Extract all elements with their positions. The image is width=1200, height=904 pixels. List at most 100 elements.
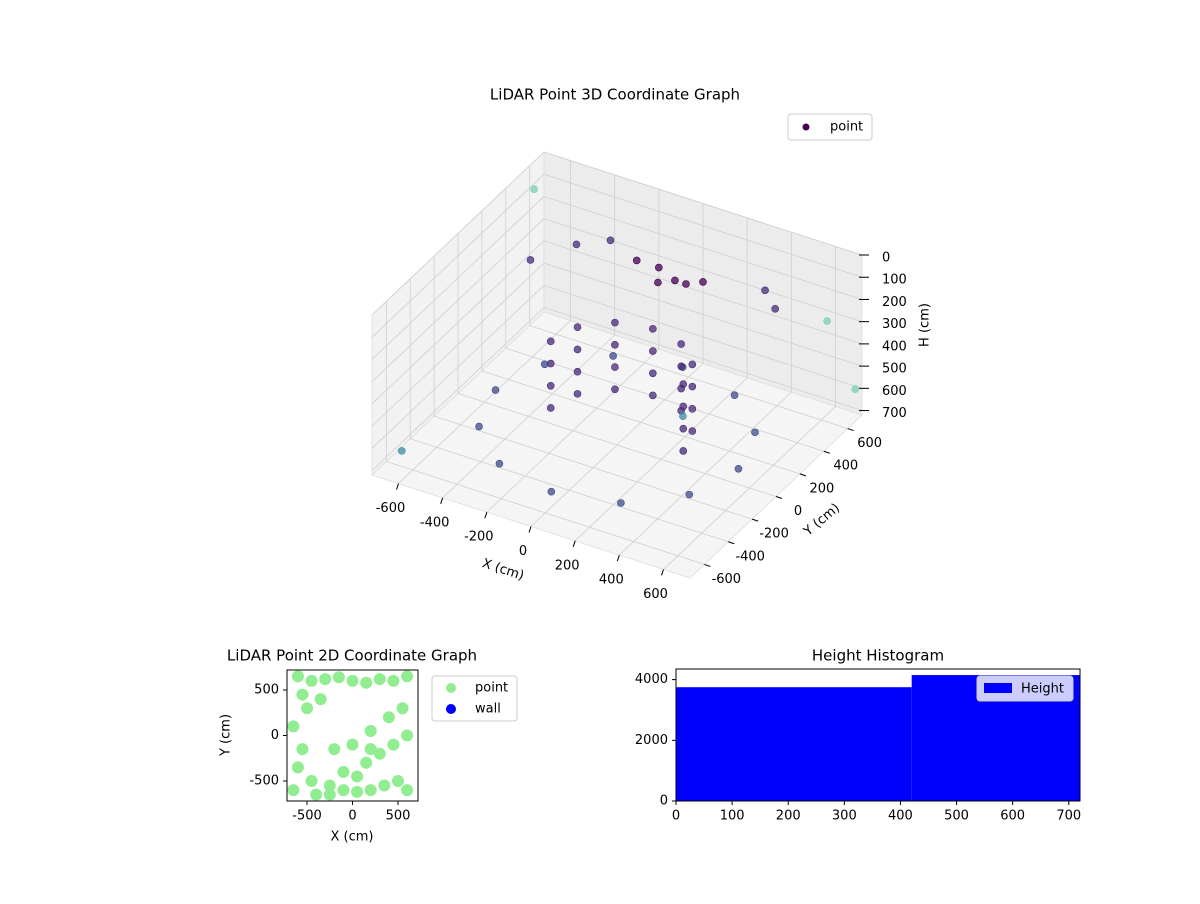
y-tick [728,541,735,545]
point [475,422,483,431]
z-tick-label: 600 [882,384,907,399]
y-tick-label: -400 [735,549,765,564]
point [397,447,406,455]
point [495,459,504,468]
z-tick-label: 0 [882,251,890,266]
chart-title: LiDAR Point 2D Coordinate Graph [227,647,477,665]
point [573,367,582,376]
grid-line [505,347,824,452]
x-tick-label: 300 [832,809,857,824]
point [323,779,336,792]
point [649,369,657,378]
legend-marker [802,123,810,131]
grid-line [543,173,863,278]
point [332,671,345,684]
grid-line [371,151,545,316]
point [364,724,377,737]
point [305,774,318,787]
z-tick-label: 100 [882,273,907,288]
point [734,464,743,473]
point [328,743,341,756]
grid-line [481,370,801,475]
point [291,670,304,683]
x-tick [616,554,620,562]
point [682,280,690,288]
x-tick [440,497,444,505]
grid-line [529,325,848,429]
x-tick-label: 200 [776,809,801,824]
legend-marker [984,683,1012,693]
z-tick-label: 500 [882,362,907,377]
point [573,345,582,354]
point [771,305,779,313]
point [572,240,581,249]
z-axis-label: H (cm) [918,303,933,347]
point [351,770,364,783]
point [382,711,395,724]
point [611,318,619,327]
point [679,412,687,420]
legend-marker [446,704,456,714]
y-tick-label: 4000 [635,672,668,687]
point [730,391,739,400]
point [617,499,625,507]
x-tick-label: -400 [420,515,450,530]
point [688,405,697,413]
point [688,360,697,369]
point [323,788,336,801]
grid-line [543,218,863,323]
grid-line [543,307,863,411]
z-tick-label: 300 [882,317,907,332]
point [751,428,759,437]
point [337,765,350,778]
point [611,363,619,371]
point [401,784,414,797]
point [649,325,657,333]
point [401,729,414,742]
point [287,784,300,797]
grid-line [371,307,545,471]
point [654,278,662,287]
x-tick-label: 500 [386,809,411,824]
point [387,738,400,751]
point [547,487,556,496]
point [546,359,555,368]
x-tick-label: 100 [720,809,745,824]
point [373,673,386,686]
point [573,390,582,398]
z-tick-label: 200 [882,295,907,310]
x-tick-label: 700 [1056,809,1081,824]
point [632,256,641,265]
x-tick-label: -600 [376,501,406,516]
grid-line [543,262,863,367]
point [688,382,697,391]
point [360,676,373,689]
x-tick [528,526,532,533]
point [378,779,391,792]
point [360,756,373,769]
point [611,385,619,394]
x-tick-label: 200 [555,558,580,573]
point [649,347,657,355]
x-tick-label: 0 [348,809,356,824]
y-tick [799,473,807,477]
point [677,362,685,371]
y-tick [847,428,854,432]
point [391,774,404,787]
y-tick-label: -500 [249,773,279,788]
y-tick-label: 0 [271,728,279,743]
y-tick-label: 2000 [635,733,668,748]
grid-line [371,218,545,382]
x-tick [484,512,488,519]
point [296,688,309,701]
plot-area [287,670,414,801]
y-tick-label: 0 [660,794,668,809]
y-tick [751,518,759,522]
point [364,743,377,756]
point [611,341,619,349]
x-tick-label: 400 [888,809,913,824]
point [346,738,359,751]
point [679,424,688,433]
point [851,385,859,393]
